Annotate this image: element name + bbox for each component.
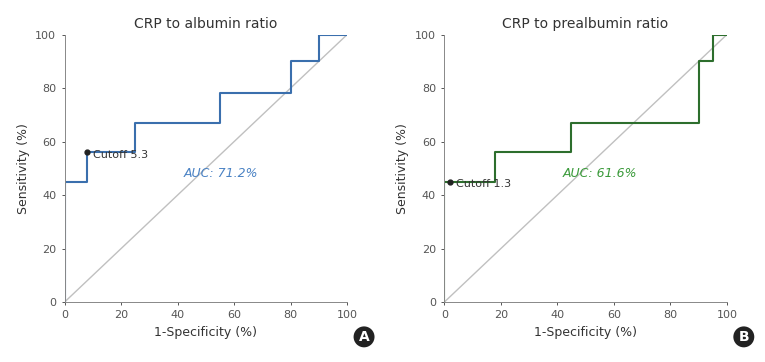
Title: CRP to albumin ratio: CRP to albumin ratio — [134, 17, 278, 31]
Text: A: A — [359, 330, 369, 344]
Text: Cutoff 5.3: Cutoff 5.3 — [93, 150, 148, 160]
X-axis label: 1-Specificity (%): 1-Specificity (%) — [534, 326, 637, 339]
X-axis label: 1-Specificity (%): 1-Specificity (%) — [155, 326, 257, 339]
Y-axis label: Sensitivity (%): Sensitivity (%) — [396, 123, 409, 214]
Text: B: B — [738, 330, 749, 344]
Title: CRP to prealbumin ratio: CRP to prealbumin ratio — [503, 17, 669, 31]
Text: AUC: 61.6%: AUC: 61.6% — [563, 167, 637, 180]
Text: Cutoff 1.3: Cutoff 1.3 — [456, 180, 511, 189]
Y-axis label: Sensitivity (%): Sensitivity (%) — [17, 123, 30, 214]
Text: AUC: 71.2%: AUC: 71.2% — [184, 167, 258, 180]
